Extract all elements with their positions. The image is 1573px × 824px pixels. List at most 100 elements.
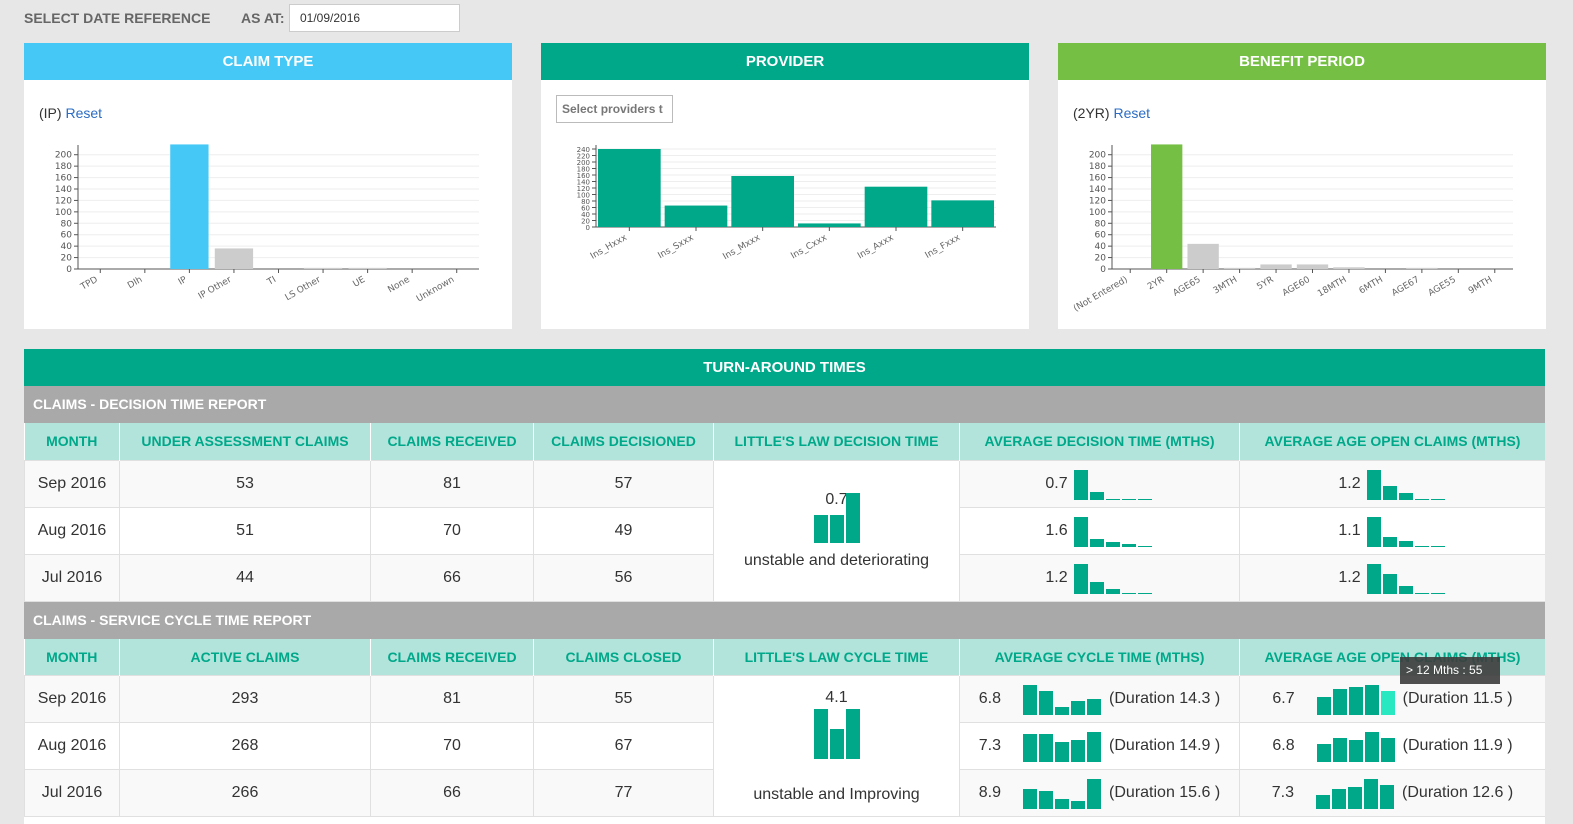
col-header-claims-received: CLAIMS RECEIVED: [370, 638, 534, 676]
month-cell: Sep 2016: [24, 459, 120, 508]
y-tick-label: 160: [1089, 174, 1106, 184]
bar[interactable]: [214, 248, 254, 269]
y-tick-label: 100: [577, 192, 590, 200]
bar[interactable]: [664, 205, 728, 227]
avg-age-open-cell: 6.8 (Duration 11.9 ): [1239, 722, 1545, 770]
y-tick-label: 220: [577, 153, 590, 161]
bar[interactable]: [731, 175, 794, 227]
col-header-month: MONTH: [24, 423, 120, 460]
y-tick-label: 180: [1089, 162, 1106, 172]
provider-select-input[interactable]: Select providers t: [556, 95, 673, 123]
under-assessment-cell: 44: [119, 553, 371, 602]
y-tick-label: 40: [581, 211, 590, 219]
col-header-active-claims: ACTIVE CLAIMS: [119, 638, 371, 676]
avg-decision-cell: 1.6: [959, 506, 1240, 555]
claim-type-filter: (IP) Reset: [39, 105, 102, 121]
y-tick-label: 180: [55, 162, 72, 172]
x-tick-label: IP Other: [197, 275, 234, 302]
benefit-period-reset-link[interactable]: Reset: [1113, 105, 1151, 121]
x-tick-label: LS Other: [284, 275, 323, 303]
y-tick-label: 40: [61, 242, 73, 252]
avg-cycle-value: 7.3: [978, 737, 1002, 754]
x-tick-label: Ins_Axxx: [856, 233, 896, 262]
bar[interactable]: [1260, 264, 1292, 269]
bar[interactable]: [1406, 267, 1438, 269]
provider-title: PROVIDER: [541, 43, 1029, 80]
x-tick-label: None: [386, 275, 412, 296]
avg-cycle-cell: 8.9 (Duration 15.6 ): [959, 769, 1240, 817]
y-tick-label: 200: [1089, 151, 1106, 161]
bar[interactable]: [1187, 243, 1219, 269]
avg-cycle-sparkline: [1023, 777, 1103, 809]
avg-age-open-value: 7.3: [1271, 784, 1295, 801]
month-cell: Sep 2016: [24, 675, 120, 723]
avg-age-open-cell: 1.2: [1239, 553, 1545, 602]
bar[interactable]: [1151, 144, 1183, 269]
bar[interactable]: [170, 144, 209, 269]
avg-cycle-sparkline: [1023, 683, 1103, 715]
avg-cycle-cell: 6.8 (Duration 14.3 ): [959, 675, 1240, 723]
bar[interactable]: [1333, 267, 1365, 269]
y-tick-label: 20: [1095, 254, 1107, 264]
bar[interactable]: [1296, 264, 1329, 269]
table-row: Aug 2016 268 70 67 7.3 (Duration 14.9 ) 6…: [24, 722, 1545, 770]
x-tick-label: 2YR: [1146, 275, 1166, 292]
active-claims-cell: 266: [119, 769, 371, 817]
y-tick-label: 0: [586, 224, 590, 232]
benefit-period-filter: (2YR) Reset: [1073, 105, 1150, 121]
avg-age-open-duration: (Duration 12.6 ): [1402, 784, 1514, 801]
x-tick-label: Ins_Mxxx: [721, 233, 762, 263]
avg-cycle-duration: (Duration 14.9 ): [1109, 737, 1221, 754]
claims-received-cell: 81: [370, 459, 534, 508]
avg-age-open-duration: (Duration 11.9 ): [1402, 737, 1513, 754]
bar[interactable]: [798, 223, 861, 227]
y-tick-label: 60: [1095, 231, 1107, 241]
x-tick-label: TPD: [78, 275, 99, 293]
y-tick-label: 0: [66, 265, 72, 275]
avg-age-open-sparkline: [1366, 562, 1447, 594]
avg-age-open-sparkline: [1316, 730, 1397, 762]
turn-around-times-title: TURN-AROUND TIMES: [24, 349, 1545, 386]
claims-received-cell: 70: [370, 722, 534, 770]
table-row: Jul 2016 44 66 56 1.2 1.2: [24, 553, 1545, 602]
bar[interactable]: [303, 267, 343, 269]
service-cycle-table: MONTH ACTIVE CLAIMS CLAIMS RECEIVED CLAI…: [24, 638, 1545, 817]
avg-decision-sparkline: [1073, 515, 1154, 547]
littles-law-cycle-value: 4.1: [825, 688, 848, 706]
littles-law-decision-status: unstable and deteriorating: [743, 552, 930, 569]
littles-law-cycle-sparkline: [813, 708, 860, 759]
bar[interactable]: [864, 186, 928, 227]
x-tick-label: 6MTH: [1358, 275, 1385, 297]
bar[interactable]: [598, 149, 661, 227]
y-tick-label: 60: [61, 231, 73, 241]
bar[interactable]: [931, 200, 994, 227]
col-header-avg-age-open: AVERAGE AGE OPEN CLAIMS (MTHS): [1239, 423, 1545, 460]
avg-age-open-value: 1.1: [1338, 521, 1361, 539]
avg-age-open-value: 6.8: [1272, 737, 1295, 754]
month-cell: Aug 2016: [24, 722, 120, 770]
avg-decision-cell: 1.2: [959, 553, 1240, 602]
bar[interactable]: [1223, 267, 1256, 269]
claims-closed-cell: 77: [533, 769, 714, 817]
month-cell: Aug 2016: [24, 506, 120, 555]
col-header-littles-law-cycle: LITTLE'S LAW CYCLE TIME: [713, 638, 960, 676]
x-tick-label: (Not Entered): [1072, 275, 1130, 314]
x-tick-label: Ins_Cxxx: [789, 233, 829, 262]
x-tick-label: 9MTH: [1467, 275, 1494, 297]
claim-type-reset-link[interactable]: Reset: [65, 105, 103, 121]
avg-cycle-duration: (Duration 14.3 ): [1109, 690, 1221, 707]
x-tick-label: Unknown: [415, 275, 456, 305]
littles-law-decision-value: 0.7: [825, 491, 848, 508]
claims-received-cell: 66: [370, 553, 534, 602]
as-at-date-input[interactable]: [289, 4, 460, 32]
avg-decision-sparkline: [1073, 562, 1154, 594]
col-header-claims-closed: CLAIMS CLOSED: [533, 638, 714, 676]
avg-age-open-sparkline: [1316, 777, 1396, 809]
month-cell: Jul 2016: [24, 769, 120, 817]
bar[interactable]: [348, 267, 387, 269]
claims-decisioned-cell: 49: [533, 506, 714, 555]
avg-age-open-value: 6.7: [1272, 690, 1295, 707]
